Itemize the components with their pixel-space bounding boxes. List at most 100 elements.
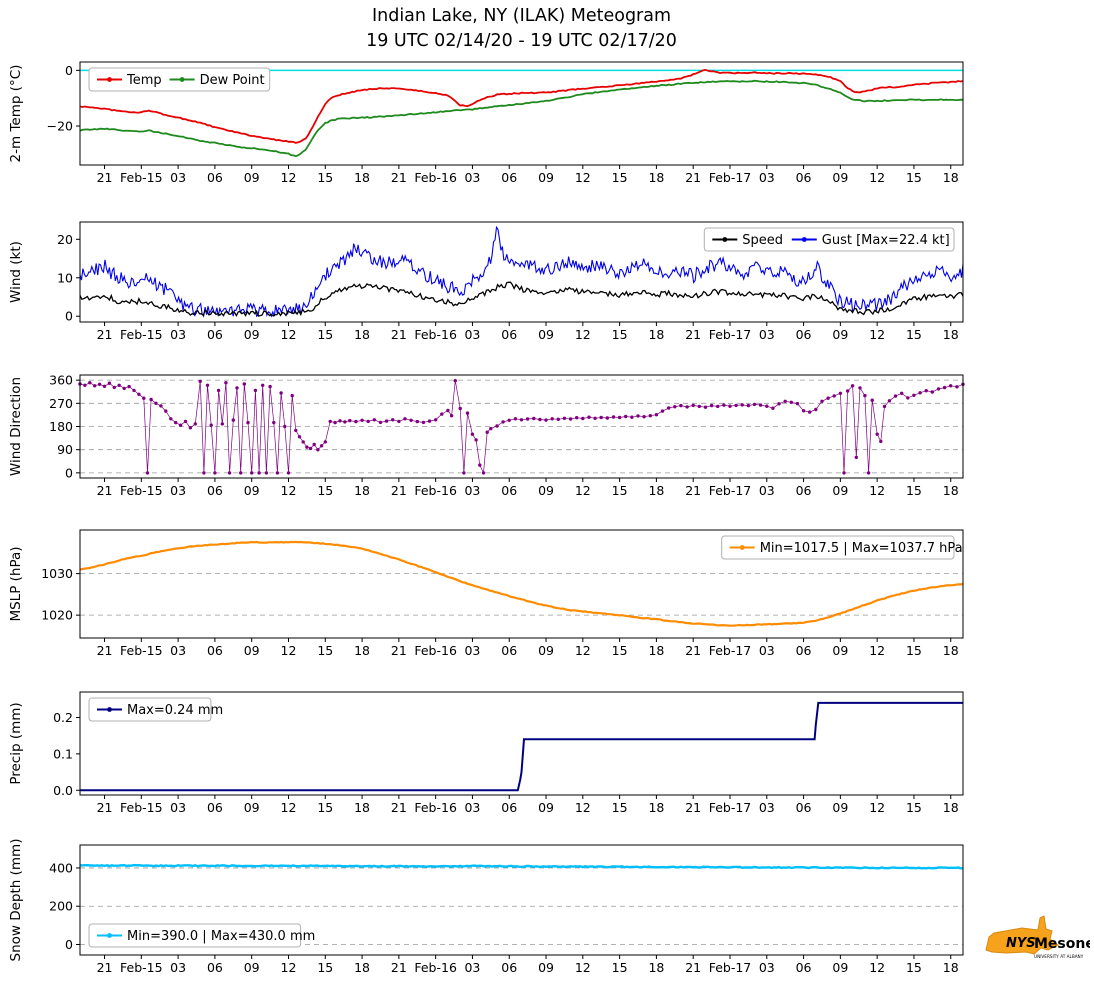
x-tick-label: 15 <box>317 483 333 498</box>
x-tick-label: 03 <box>170 800 186 815</box>
x-tick-label: 15 <box>612 327 628 342</box>
x-tick-label: 15 <box>906 170 922 185</box>
x-tick-label: 06 <box>796 960 812 975</box>
x-tick-label: 12 <box>575 643 591 658</box>
x-tick-label: Feb-17 <box>709 327 752 342</box>
series-gust <box>79 225 964 318</box>
y-tick-label: 400 <box>49 860 73 875</box>
series-dew-point <box>79 79 964 158</box>
x-tick-label: 15 <box>906 643 922 658</box>
x-tick-label: 09 <box>244 483 260 498</box>
x-tick-label: 06 <box>501 327 517 342</box>
x-tick-label: 06 <box>796 327 812 342</box>
x-tick-label: 03 <box>759 643 775 658</box>
x-tick-label: 12 <box>281 483 297 498</box>
x-tick-label: Feb-17 <box>709 170 752 185</box>
x-tick-label: 03 <box>170 960 186 975</box>
x-tick-label: Feb-16 <box>414 960 457 975</box>
x-tick-label: 21 <box>391 483 407 498</box>
legend: Max=0.24 mm <box>88 697 223 722</box>
x-tick-label: 03 <box>170 483 186 498</box>
x-tick-label: 15 <box>317 170 333 185</box>
y-tick-label: 0.0 <box>53 783 73 798</box>
logo-org-text: NYS <box>1006 936 1036 951</box>
x-tick-label: 15 <box>906 960 922 975</box>
legend-label: Max=0.24 mm <box>127 703 223 718</box>
x-tick-label: 18 <box>354 483 370 498</box>
x-tick-label: 09 <box>832 643 848 658</box>
x-tick-label: 09 <box>832 327 848 342</box>
x-tick-label: 06 <box>207 800 223 815</box>
x-tick-label: 03 <box>759 800 775 815</box>
x-tick-label: 09 <box>538 483 554 498</box>
x-tick-label: 21 <box>97 327 113 342</box>
y-tick-label: 1020 <box>41 608 73 623</box>
y-axis-label: Wind (kt) <box>8 241 24 303</box>
x-tick-label: 12 <box>575 327 591 342</box>
x-tick-label: 21 <box>97 483 113 498</box>
x-tick-label: 03 <box>170 170 186 185</box>
series-snow-depth <box>79 863 963 870</box>
panel-precip: 0.2 0.1 0.0 21 Feb-15 03 06 09 12 15 18 21 Feb-16 03 0… <box>8 691 964 815</box>
legend: Speed Gust [Max=22.4 kt] <box>703 227 955 252</box>
x-tick-label: 06 <box>796 483 812 498</box>
x-tick-label: 12 <box>281 800 297 815</box>
x-tick-label: 18 <box>648 170 664 185</box>
x-tick-label: 18 <box>943 483 959 498</box>
x-tick-label: 06 <box>207 960 223 975</box>
x-tick-label: 12 <box>281 327 297 342</box>
x-tick-label: Feb-16 <box>414 643 457 658</box>
x-tick-label: 09 <box>832 170 848 185</box>
x-tick-label: 21 <box>97 800 113 815</box>
x-tick-label: Feb-15 <box>120 170 163 185</box>
y-tick-label: 10 <box>57 270 73 285</box>
x-tick-label: 21 <box>685 960 701 975</box>
x-tick-label: 09 <box>538 960 554 975</box>
x-tick-label: Feb-15 <box>120 800 163 815</box>
series-temp <box>79 68 964 144</box>
legend-label: Dew Point <box>200 73 265 88</box>
x-tick-label: 15 <box>612 960 628 975</box>
x-tick-label: 18 <box>354 800 370 815</box>
x-tick-label: Feb-17 <box>709 960 752 975</box>
x-tick-label: 03 <box>464 800 480 815</box>
x-tick-label: 15 <box>612 800 628 815</box>
x-tick-label: 21 <box>685 800 701 815</box>
x-tick-label: 12 <box>869 170 885 185</box>
x-tick-label: 12 <box>281 170 297 185</box>
x-tick-label: 12 <box>869 327 885 342</box>
x-tick-label: Feb-16 <box>414 483 457 498</box>
y-tick-label: 0.2 <box>53 710 73 725</box>
x-tick-label: 21 <box>685 327 701 342</box>
x-tick-label: 03 <box>464 483 480 498</box>
legend: Min=390.0 | Max=430.0 mm <box>88 923 315 948</box>
x-tick-label: 09 <box>832 960 848 975</box>
y-tick-label: 200 <box>49 899 73 914</box>
x-tick-label: 18 <box>648 800 664 815</box>
y-tick-label: 360 <box>49 373 73 388</box>
x-tick-label: 06 <box>796 170 812 185</box>
panel-snow-depth: 400 200 0 21 Feb-15 03 06 09 12 15 18 21 Feb-16 03 06 0… <box>8 839 964 975</box>
ny-state-shape <box>985 915 1059 955</box>
x-tick-label: 09 <box>538 327 554 342</box>
x-tick-label: 18 <box>648 327 664 342</box>
x-tick-label: 15 <box>317 800 333 815</box>
x-tick-label: 03 <box>464 960 480 975</box>
x-tick-label: 09 <box>244 643 260 658</box>
x-tick-label: 03 <box>759 483 775 498</box>
legend-label: Min=1017.5 | Max=1037.7 hPa <box>760 541 963 556</box>
legend: Min=1017.5 | Max=1037.7 hPa <box>721 535 963 560</box>
x-tick-label: 21 <box>391 960 407 975</box>
x-tick-label: 21 <box>391 170 407 185</box>
x-tick-label: 03 <box>759 960 775 975</box>
x-tick-label: 18 <box>943 327 959 342</box>
x-tick-label: 09 <box>244 170 260 185</box>
x-tick-label: 09 <box>538 800 554 815</box>
chart-title: Indian Lake, NY (ILAK) Meteogram <box>371 6 672 26</box>
x-tick-label: 18 <box>943 960 959 975</box>
series-speed <box>79 281 964 317</box>
x-tick-label: Feb-17 <box>709 800 752 815</box>
x-tick-label: 12 <box>575 483 591 498</box>
